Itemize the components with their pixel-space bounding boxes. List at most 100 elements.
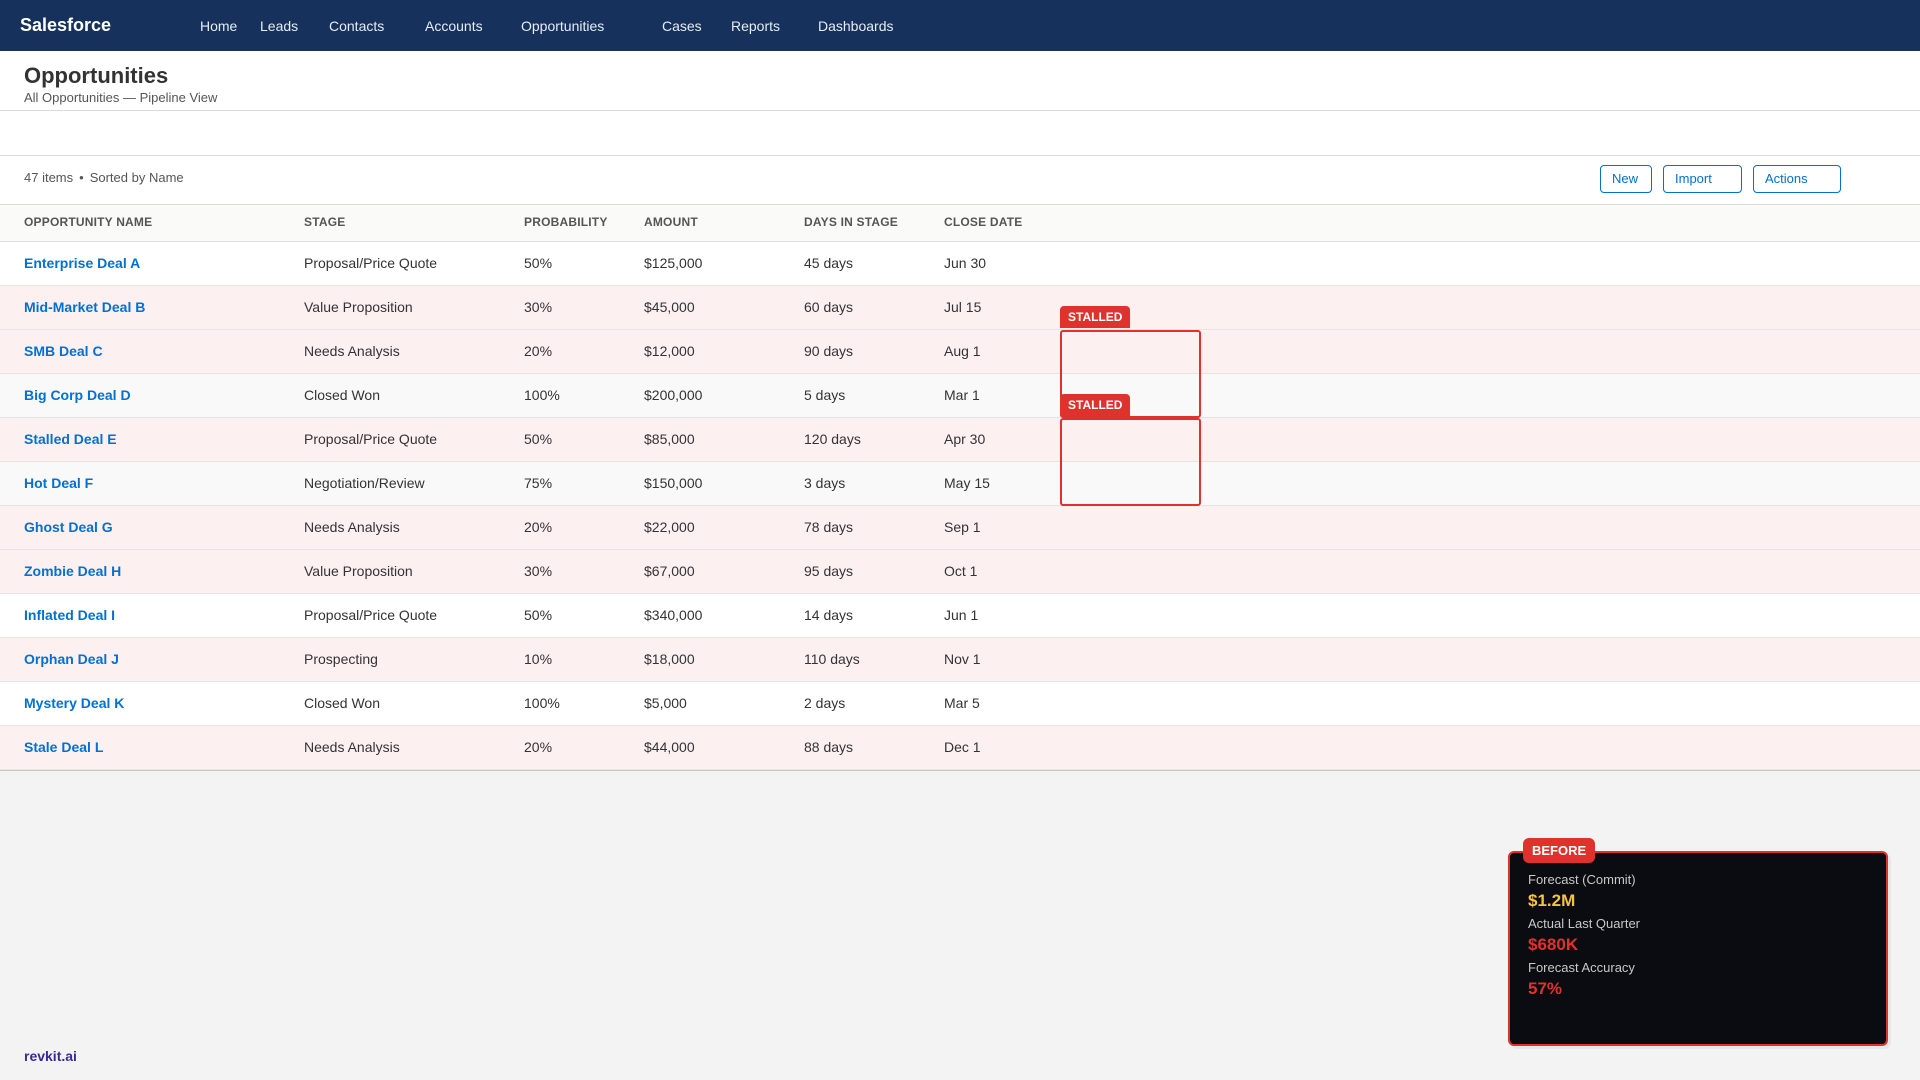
column-header-close-date[interactable]: CLOSE DATE (944, 215, 1023, 229)
opportunity-name-link[interactable]: SMB Deal C (24, 343, 103, 359)
table-row: Inflated Deal I Proposal/Price Quote 50%… (0, 594, 1920, 638)
probability-cell: 20% (524, 519, 553, 535)
days-in-stage-cell: 2 days (804, 695, 846, 711)
days-in-stage-cell: 3 days (804, 475, 846, 491)
amount-cell: $125,000 (644, 255, 703, 271)
stage-cell: Needs Analysis (304, 519, 400, 535)
import-button[interactable]: Import (1663, 165, 1742, 193)
opportunity-name-link[interactable]: Mystery Deal K (24, 695, 125, 711)
amount-cell: $22,000 (644, 519, 695, 535)
days-in-stage-cell: 120 days (804, 431, 861, 447)
nav-item-dashboards[interactable]: Dashboards (818, 18, 894, 34)
nav-item-contacts[interactable]: Contacts (329, 18, 385, 34)
stalled-tag: STALLED (1060, 306, 1131, 328)
sort-info: Sorted by Name (89, 170, 184, 185)
forecast-commit-value: $1.2M (1528, 891, 1576, 910)
opportunity-name-link[interactable]: Enterprise Deal A (24, 255, 141, 271)
forecast-accuracy-value: 57% (1528, 979, 1563, 998)
opportunity-name-link[interactable]: Zombie Deal H (24, 563, 122, 579)
actions-button[interactable]: Actions (1753, 165, 1841, 193)
table-row: SMB Deal C Needs Analysis 20% $12,000 90… (0, 330, 1920, 374)
opportunity-name-link[interactable]: Mid-Market Deal B (24, 299, 146, 315)
table-row: Mid-Market Deal B Value Proposition 30% … (0, 286, 1920, 330)
forecast-commit-label: Forecast (Commit) (1528, 872, 1636, 887)
opportunity-name-link[interactable]: Ghost Deal G (24, 519, 113, 535)
stage-cell: Closed Won (304, 695, 381, 711)
top-navigation-bar: Salesforce Home Leads Contacts Accounts … (0, 0, 1920, 51)
close-date-cell: Jun 30 (944, 255, 987, 271)
days-in-stage-cell: 90 days (804, 343, 854, 359)
amount-cell: $12,000 (644, 343, 695, 359)
probability-cell: 20% (524, 343, 553, 359)
forecast-summary-card: Forecast (Commit) $1.2M Actual Last Quar… (1508, 851, 1888, 1046)
stage-cell: Needs Analysis (304, 739, 400, 755)
revkit-logo[interactable]: revkit.ai (24, 1048, 77, 1064)
page-title: Opportunities (24, 63, 169, 88)
column-header-days-in-stage[interactable]: DAYS IN STAGE (804, 215, 898, 229)
close-date-cell: Dec 1 (944, 739, 981, 755)
days-in-stage-cell: 110 days (804, 651, 860, 667)
stalled-highlight-box (1060, 418, 1201, 506)
close-date-cell: Mar 1 (944, 387, 980, 403)
days-in-stage-cell: 14 days (804, 607, 854, 623)
table-row: Big Corp Deal D Closed Won 100% $200,000… (0, 374, 1920, 418)
opportunity-name-link[interactable]: Orphan Deal J (24, 651, 119, 667)
close-date-cell: Oct 1 (944, 563, 978, 579)
table-row: Hot Deal F Negotiation/Review 75% $150,0… (0, 462, 1920, 506)
probability-cell: 100% (524, 387, 560, 403)
probability-cell: 50% (524, 431, 553, 447)
table-row: Orphan Deal J Prospecting 10% $18,000 11… (0, 638, 1920, 682)
nav-item-accounts[interactable]: Accounts (425, 18, 483, 34)
stalled-highlight-box (1060, 330, 1201, 418)
nav-item-opportunities[interactable]: Opportunities (521, 18, 605, 34)
nav-item-home[interactable]: Home (200, 18, 238, 34)
opportunity-name-link[interactable]: Stale Deal L (24, 739, 104, 755)
opportunity-name-link[interactable]: Hot Deal F (24, 475, 94, 491)
stage-cell: Closed Won (304, 387, 381, 403)
stage-cell: Negotiation/Review (304, 475, 425, 491)
forecast-accuracy-label: Forecast Accuracy (1528, 960, 1635, 975)
close-date-cell: Jul 15 (944, 299, 982, 315)
probability-cell: 75% (524, 475, 553, 491)
opportunities-table: OPPORTUNITY NAME STAGE PROBABILITY AMOUN… (0, 205, 1920, 771)
separator-dot: • (79, 170, 84, 185)
stalled-tag: STALLED (1060, 394, 1131, 416)
column-header-amount[interactable]: AMOUNT (644, 215, 698, 229)
column-header-stage[interactable]: STAGE (304, 215, 346, 229)
close-date-cell: Mar 5 (944, 695, 980, 711)
new-button[interactable]: New (1600, 165, 1652, 193)
list-info: 47 items • Sorted by Name (24, 170, 184, 185)
amount-cell: $67,000 (644, 563, 695, 579)
close-date-cell: Apr 30 (944, 431, 986, 447)
opportunity-name-link[interactable]: Big Corp Deal D (24, 387, 131, 403)
table-row: Ghost Deal G Needs Analysis 20% $22,000 … (0, 506, 1920, 550)
stage-cell: Proposal/Price Quote (304, 431, 438, 447)
table-row: Enterprise Deal A Proposal/Price Quote 5… (0, 242, 1920, 286)
stage-cell: Proposal/Price Quote (304, 255, 438, 271)
nav-item-reports[interactable]: Reports (731, 18, 781, 34)
close-date-cell: Sep 1 (944, 519, 981, 535)
opportunity-name-link[interactable]: Stalled Deal E (24, 431, 117, 447)
opportunity-name-link[interactable]: Inflated Deal I (24, 607, 116, 623)
nav-item-cases[interactable]: Cases (662, 18, 702, 34)
column-header-probability[interactable]: PROBABILITY (524, 215, 608, 229)
probability-cell: 30% (524, 563, 553, 579)
amount-cell: $45,000 (644, 299, 695, 315)
empty-toolbar (0, 111, 1920, 156)
app-brand[interactable]: Salesforce (20, 15, 112, 35)
probability-cell: 50% (524, 255, 553, 271)
table-row: Zombie Deal H Value Proposition 30% $67,… (0, 550, 1920, 594)
amount-cell: $5,000 (644, 695, 687, 711)
close-date-cell: May 15 (944, 475, 990, 491)
close-date-cell: Jun 1 (944, 607, 979, 623)
list-view-name[interactable]: All Opportunities — Pipeline View (24, 90, 218, 105)
amount-cell: $85,000 (644, 431, 695, 447)
amount-cell: $340,000 (644, 607, 703, 623)
column-header-name[interactable]: OPPORTUNITY NAME (24, 215, 153, 229)
nav-item-leads[interactable]: Leads (260, 18, 299, 34)
stage-cell: Needs Analysis (304, 343, 400, 359)
amount-cell: $150,000 (644, 475, 703, 491)
days-in-stage-cell: 95 days (804, 563, 854, 579)
actual-last-quarter-label: Actual Last Quarter (1528, 916, 1640, 931)
amount-cell: $200,000 (644, 387, 703, 403)
